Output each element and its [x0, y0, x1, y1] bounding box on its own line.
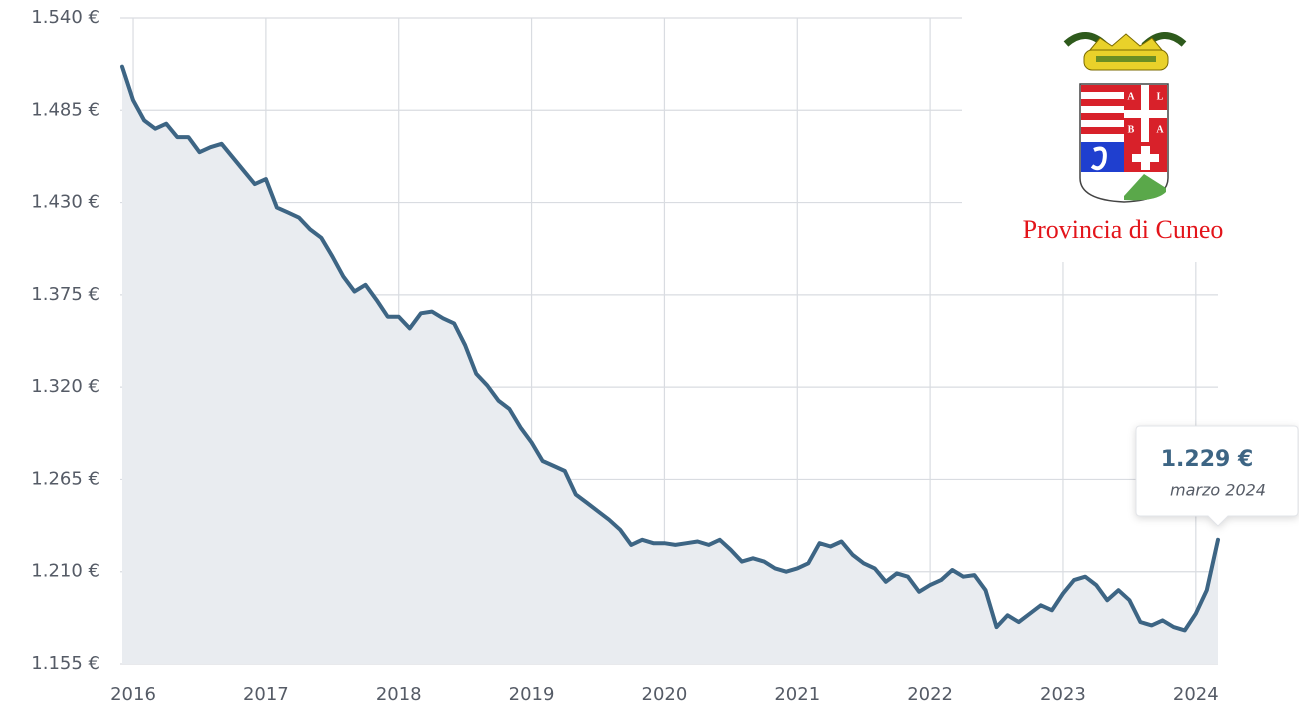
- x-tick-label: 2023: [1040, 684, 1086, 705]
- y-tick-label: 1.210 €: [31, 561, 100, 582]
- shield-letter: A: [1156, 124, 1164, 135]
- y-tick-label: 1.540 €: [31, 7, 100, 28]
- y-tick-label: 1.485 €: [31, 99, 100, 120]
- logo: A L B A Provincia di Cuneo: [962, 0, 1299, 262]
- shield-letter: L: [1157, 91, 1164, 102]
- shield-letter: B: [1128, 124, 1135, 135]
- tooltip-value: 1.229 €: [1161, 447, 1254, 472]
- line: [120, 64, 1220, 633]
- x-tick-label: 2017: [243, 684, 289, 705]
- x-tick-label: 2019: [509, 684, 555, 705]
- x-tick-label: 2020: [642, 684, 688, 705]
- y-tick-label: 1.430 €: [31, 192, 100, 213]
- x-tick-label: 2022: [907, 684, 953, 705]
- crown: [1063, 32, 1187, 71]
- x-tick-label: 2018: [376, 684, 422, 705]
- shield: A L B A: [1079, 83, 1169, 203]
- y-tick-label: 1.320 €: [31, 376, 100, 397]
- x-tick-label: 2021: [774, 684, 820, 705]
- plot: [120, 64, 1220, 664]
- y-tick-label: 1.155 €: [31, 653, 100, 674]
- y-tick-label: 1.375 €: [31, 284, 100, 305]
- tooltip-date: marzo 2024: [1170, 481, 1266, 500]
- area: [122, 66, 1218, 664]
- y-tick-label: 1.265 €: [31, 468, 100, 489]
- tooltip: 1.229 € marzo 2024: [1135, 425, 1299, 527]
- tooltip-box: [1135, 425, 1299, 527]
- shield-letter: A: [1127, 91, 1135, 102]
- x-tick-label: 2016: [110, 684, 156, 705]
- x-tick-label: 2024: [1173, 684, 1219, 705]
- logo-text: Provincia di Cuneo: [1023, 215, 1224, 244]
